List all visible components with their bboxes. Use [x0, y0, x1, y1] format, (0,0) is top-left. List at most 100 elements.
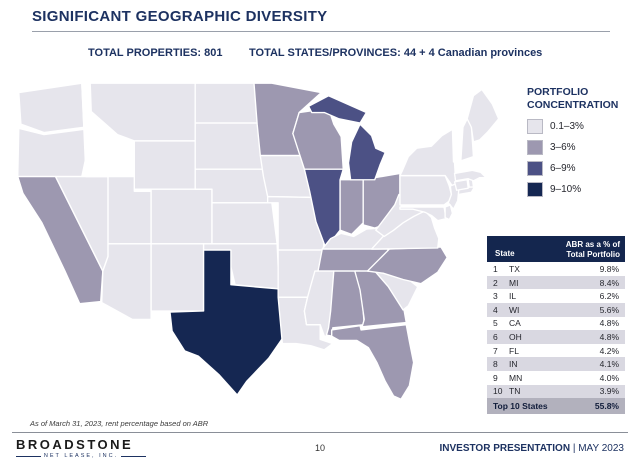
abr-pct: 5.6% — [599, 304, 619, 315]
legend-label: 0.1–3% — [550, 121, 584, 133]
state-abbr: IL — [509, 291, 517, 302]
title-divider — [32, 31, 610, 32]
rank: 1 — [493, 263, 498, 274]
top-states-table: State ABR as a % of Total Portfolio 1 TX… — [487, 236, 625, 414]
legend-title: PORTFOLIO CONCENTRATION — [527, 86, 632, 112]
table-row: 4 WI 5.6% — [487, 302, 625, 317]
footnote: As of March 31, 2023, rent percentage ba… — [30, 419, 209, 428]
brand-subtitle: NET LEASE, INC. — [16, 453, 146, 459]
rank: 10 — [493, 386, 503, 397]
brand-rule-left — [16, 455, 41, 457]
legend-swatch-light — [527, 140, 543, 156]
page-title: SIGNIFICANT GEOGRAPHIC DIVERSITY — [32, 8, 328, 25]
state-column-header: State — [495, 249, 515, 259]
abr-header-line2: Total Portfolio — [566, 249, 620, 259]
abr-pct: 4.1% — [599, 359, 619, 370]
state-ct — [453, 179, 469, 191]
brand-rule-right — [121, 455, 146, 457]
legend-item: 6–9% — [527, 161, 632, 177]
abr-column-header: ABR as a % of Total Portfolio — [566, 240, 620, 259]
legend-title-line2: CONCENTRATION — [527, 99, 619, 112]
state-sd — [194, 122, 265, 170]
table-row: 10 TN 3.9% — [487, 384, 625, 399]
presentation-title: INVESTOR PRESENTATION — [439, 443, 571, 454]
state-abbr: WI — [509, 304, 520, 315]
abr-pct: 8.4% — [599, 277, 619, 288]
state-abbr: FL — [509, 345, 519, 356]
state-or — [17, 127, 89, 178]
us-map-svg — [17, 82, 500, 400]
state-wa — [18, 82, 85, 134]
table-row: 8 IN 4.1% — [487, 357, 625, 371]
state-nc — [366, 246, 448, 285]
abr-pct: 4.8% — [599, 318, 619, 329]
state-tx — [169, 249, 289, 396]
state-ma — [453, 169, 487, 182]
state-abbr: CA — [509, 318, 521, 329]
table-row: 7 FL 4.2% — [487, 343, 625, 358]
legend-label: 9–10% — [550, 184, 582, 196]
rank: 6 — [493, 331, 498, 342]
legend-label: 6–9% — [550, 163, 576, 175]
rank: 8 — [493, 359, 498, 370]
rank: 2 — [493, 277, 498, 288]
state-nm — [150, 243, 205, 312]
total-label: Top 10 States — [493, 400, 548, 411]
state-abbr: TX — [509, 263, 520, 274]
table-row: 2 MI 8.4% — [487, 275, 625, 290]
abr-pct: 6.2% — [599, 291, 619, 302]
legend-item: 9–10% — [527, 182, 632, 198]
table-total-row: Top 10 States 55.8% — [487, 398, 625, 414]
portfolio-concentration-legend: PORTFOLIO CONCENTRATION 0.1–3% 3–6% 6–9%… — [527, 86, 632, 203]
state-abbr: TN — [509, 386, 521, 397]
state-abbr: MN — [509, 372, 523, 383]
state-nd — [194, 82, 263, 124]
table-row: 5 CA 4.8% — [487, 316, 625, 331]
rank: 9 — [493, 372, 498, 383]
abr-pct: 4.2% — [599, 345, 619, 356]
legend-items: 0.1–3% 3–6% 6–9% 9–10% — [527, 119, 632, 198]
state-co — [150, 188, 213, 245]
total-states-stat: TOTAL STATES/PROVINCES: 44 + 4 Canadian … — [249, 47, 543, 59]
legend-swatch-darkest — [527, 182, 543, 198]
state-abbr: MI — [509, 277, 519, 288]
rank: 4 — [493, 304, 498, 315]
presentation-label: INVESTOR PRESENTATION | MAY 2023 — [439, 443, 624, 454]
state-pa — [399, 174, 454, 206]
state-wy — [133, 140, 196, 190]
legend-swatch-dark — [527, 161, 543, 177]
state-fl — [331, 323, 415, 400]
rank: 5 — [493, 318, 498, 329]
table-row: 1 TX 9.8% — [487, 262, 625, 276]
state-abbr: OH — [509, 331, 522, 342]
abr-pct: 3.9% — [599, 386, 619, 397]
state-mi-lower — [347, 123, 386, 181]
table-row: 3 IL 6.2% — [487, 289, 625, 303]
rank: 3 — [493, 291, 498, 302]
abr-pct: 9.8% — [599, 263, 619, 274]
footer-divider — [12, 432, 628, 433]
table-header: State ABR as a % of Total Portfolio — [487, 236, 625, 263]
state-mi-upper — [307, 95, 368, 124]
brand-name: BROADSTONE — [16, 437, 134, 452]
state-de — [444, 204, 454, 221]
abr-pct: 4.8% — [599, 331, 619, 342]
page-number: 10 — [314, 443, 325, 453]
broadstone-logo: BROADSTONE NET LEASE, INC. — [16, 437, 146, 459]
legend-title-line1: PORTFOLIO — [527, 86, 589, 98]
rank: 7 — [493, 345, 498, 356]
legend-item: 0.1–3% — [527, 119, 632, 135]
legend-item: 3–6% — [527, 140, 632, 156]
us-choropleth-map — [12, 80, 517, 416]
presentation-date: | MAY 2023 — [572, 443, 624, 454]
legend-swatch-lightest — [527, 119, 543, 135]
state-ks — [211, 202, 278, 245]
brand-subtitle-text: NET LEASE, INC. — [43, 453, 119, 459]
legend-label: 3–6% — [550, 142, 576, 154]
total-pct: 55.8% — [594, 400, 619, 411]
state-az — [101, 243, 152, 321]
total-properties-stat: TOTAL PROPERTIES: 801 — [88, 47, 223, 59]
abr-header-line1: ABR as a % of — [565, 240, 620, 249]
state-me — [466, 88, 500, 143]
